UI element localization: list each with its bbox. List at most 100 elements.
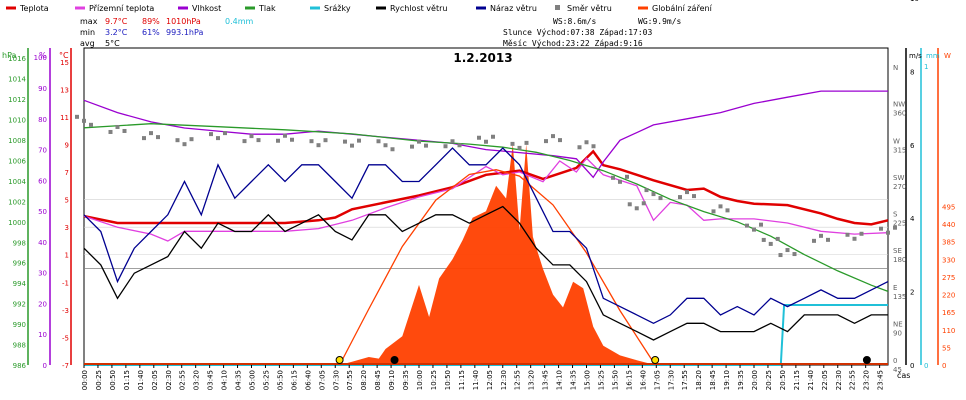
x-tick-label: 13:20	[528, 370, 536, 390]
wind-direction-point	[759, 222, 763, 227]
wind-direction-point	[618, 179, 622, 184]
x-tick-label: 22:30	[835, 370, 843, 390]
wind-direction-point	[819, 233, 823, 238]
wind-direction-point	[785, 248, 790, 253]
series-tlak	[83, 123, 889, 293]
x-tick-label: 01:15	[123, 370, 131, 390]
wind-direction-point	[517, 145, 522, 150]
x-tick-label: 17:30	[667, 370, 675, 390]
x-tick-label: 01:40	[137, 370, 145, 390]
wind-direction-point	[457, 143, 462, 148]
stats-humidity: 61%	[142, 28, 160, 37]
axis-pct-tick: 20	[38, 300, 47, 308]
axis-pct-tick: 10	[38, 331, 47, 339]
legend-label: Globální záření	[652, 4, 713, 13]
stats-rain: 0.4mm	[225, 17, 254, 26]
wind-direction-point	[175, 138, 180, 143]
x-tick-label: 19:35	[737, 370, 745, 390]
wind-direction-point	[761, 237, 766, 242]
x-tick-label: 06:40	[304, 370, 312, 390]
x-tick-label: 18:45	[709, 370, 717, 390]
wind-direction-point	[477, 135, 481, 140]
axis-pct-tick: 70	[38, 147, 47, 155]
wind-direction-point	[410, 144, 414, 149]
stats-box: max 9.7°C 89% 1010hPa 0.4mm min 3.2°C 61% 993.1h…	[80, 17, 254, 48]
axis-hpa-tick: 1002	[8, 198, 26, 206]
wind-direction-point	[510, 141, 515, 146]
axis-temp-tick: 3	[65, 224, 69, 232]
series-globální-záření	[339, 169, 656, 366]
axis-pct-label: %	[39, 51, 47, 60]
x-tick-label: 07:55	[346, 370, 354, 390]
marker-moonrise	[862, 356, 871, 364]
wind-direction-point	[216, 136, 220, 141]
axis-w-tick: 55	[942, 344, 951, 352]
x-tick-label: 11:40	[472, 370, 480, 390]
axis-hpa-tick: 1012	[8, 96, 26, 104]
x-tick-label: 07:30	[332, 370, 340, 390]
wind-direction-point	[115, 124, 120, 129]
wind-direction-point	[711, 209, 716, 214]
x-tick-label: 09:35	[402, 370, 410, 390]
wind-direction-point	[584, 140, 589, 145]
wind-direction-point	[826, 237, 830, 242]
marker-sunrise	[335, 356, 344, 364]
wind-direction-point	[886, 230, 890, 235]
axis-temp-tick: 13	[60, 86, 69, 94]
x-tick-label: 08:20	[360, 370, 368, 390]
axis-pct-tick: 80	[38, 116, 47, 124]
wind-direction-point	[182, 142, 187, 147]
wind-direction-point	[89, 122, 93, 127]
axis-hpa-tick: 1006	[8, 157, 26, 165]
wind-direction-point	[627, 202, 632, 207]
x-tick-label: 17:05	[653, 370, 661, 390]
plot-area	[75, 47, 897, 366]
marker-sunset	[651, 356, 660, 364]
wind-direction-point	[316, 143, 321, 148]
x-tick-label: 03:45	[207, 370, 215, 390]
x-tick-label: 08:45	[374, 370, 382, 390]
wind-direction-point	[82, 118, 86, 123]
wind-direction-point	[558, 138, 562, 143]
x-tick-label: 06:15	[290, 370, 298, 390]
wind-direction-point	[524, 140, 529, 145]
info-wg: WG:9.9m/s	[638, 17, 682, 26]
x-tick-label: 10:00	[416, 370, 424, 390]
axis-w-tick: 330	[942, 256, 955, 264]
wind-direction-point	[156, 135, 160, 140]
axis-direction-tick: 270	[893, 183, 906, 191]
x-tick-label: 02:05	[151, 370, 159, 390]
axis-hpa-tick: 990	[13, 321, 26, 329]
stats-temp: 5°C	[105, 39, 120, 48]
axis-pct-tick: 40	[38, 239, 47, 247]
axis-direction-tick: W	[893, 137, 900, 145]
x-tick-label: 00:50	[109, 370, 117, 390]
axis-w-tick: 495	[942, 204, 955, 212]
x-tick-label: 16:15	[625, 370, 633, 390]
wind-direction-point	[879, 226, 883, 231]
x-tick-label: 15:25	[597, 370, 605, 390]
legend: Teplota Přízemní teplota Vlhkost Tlak Srážky…	[6, 4, 713, 13]
x-tick-label: 12:30	[500, 370, 508, 390]
x-tick-label: 03:20	[193, 370, 201, 390]
axis-direction-tick: NW	[893, 101, 905, 109]
wind-direction-point	[611, 175, 615, 180]
wind-direction-point	[383, 143, 388, 148]
wind-direction-point	[634, 206, 639, 211]
wind-direction-point	[443, 144, 448, 149]
axis-w-tick: 385	[942, 239, 955, 247]
x-tick-label: 17:55	[681, 370, 689, 390]
x-tick-label: 23:45	[877, 370, 885, 390]
wind-direction-point	[209, 132, 213, 137]
wind-direction-point	[685, 190, 689, 195]
x-tick-label: 22:55	[849, 370, 857, 390]
axis-direction-tick: 315	[893, 146, 906, 154]
axis-hpa-tick: 992	[13, 301, 26, 309]
wind-direction-point	[343, 139, 347, 144]
series-vlhkost	[83, 90, 888, 179]
axis-direction-tick: S	[893, 211, 898, 219]
x-tick-label: 04:35	[235, 370, 243, 390]
legend-label: Srážky	[324, 4, 351, 13]
left-axes: hPa% °C9869889909929949969981000100210041…	[2, 48, 72, 370]
